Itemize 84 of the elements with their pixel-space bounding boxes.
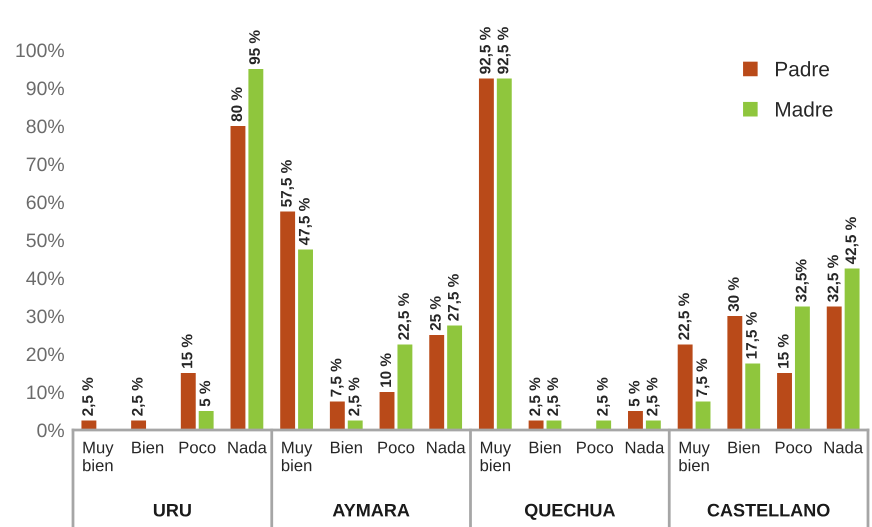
x-tick-label: Poco (577, 442, 614, 454)
x-tick-label: Muy bien (83, 442, 114, 472)
data-label: 5 % (628, 380, 640, 406)
bar (826, 306, 842, 430)
bar (727, 316, 742, 430)
y-tick-label: 80% (26, 119, 64, 134)
data-label: 7,5 % (330, 358, 344, 397)
legend-label: Padre (776, 61, 829, 76)
legend-label: Madre (776, 101, 832, 117)
x-tick-label: Muy bien (679, 442, 710, 472)
bar (777, 373, 792, 430)
bar (447, 326, 462, 430)
data-label: 27,5 % (448, 274, 461, 321)
data-label: 92,5 % (498, 27, 511, 74)
x-tick-label: Nada (228, 441, 267, 454)
data-label: 2,5 % (547, 378, 560, 416)
text: CASTELLANO (708, 504, 830, 517)
x-tick-label: Poco (180, 442, 216, 454)
data-label: 5 % (199, 380, 210, 406)
data-label: 47,5 % (298, 198, 312, 246)
data-label: 32,5 % (827, 255, 841, 302)
data-label: 42,5 % (845, 217, 858, 264)
x-tick-label: Bien (132, 441, 164, 454)
bar (397, 344, 412, 430)
y-tick-label: 40% (26, 271, 64, 286)
x-tick-label: Poco (776, 442, 812, 454)
bar (478, 78, 494, 430)
x-tick-label: Muy bien (282, 442, 312, 472)
data-label: 17,5 % (746, 312, 760, 358)
bar (678, 344, 693, 430)
y-tick-label: 70% (26, 157, 64, 172)
y-tick-label: 20% (26, 347, 64, 362)
bar (696, 402, 710, 430)
x-tick-label: Poco (378, 442, 414, 454)
x-tick-label: Bien (530, 441, 561, 454)
bar (330, 402, 345, 430)
data-label: 32,5% (796, 259, 809, 302)
data-label: 10 % (380, 353, 392, 387)
x-tick-label: Nada (824, 441, 864, 454)
data-label: 7,5 % (696, 358, 710, 397)
data-label: 2,5 % (132, 378, 145, 416)
bar (248, 69, 264, 430)
bar (230, 126, 246, 430)
bar (429, 335, 444, 430)
y-tick-label: 90% (26, 81, 64, 96)
data-label: 80 % (231, 87, 242, 122)
bar (380, 392, 394, 430)
text: AYMARA (332, 504, 410, 516)
bar (628, 411, 643, 430)
x-tick-label: Nada (427, 441, 466, 454)
text: QUECHUA (524, 504, 616, 520)
data-label: 2,5 % (82, 378, 96, 416)
data-label: 15 % (778, 334, 789, 368)
data-label: 2,5 % (646, 378, 660, 416)
bar (180, 373, 196, 430)
data-label: 95 % (249, 30, 260, 64)
data-label: 22,5 % (398, 293, 412, 340)
y-tick-label: 100% (16, 43, 64, 58)
bar (794, 306, 810, 430)
data-label: 2,5 % (596, 378, 610, 416)
x-tick-label: Bien (728, 441, 760, 454)
data-label: 2,5 % (529, 378, 542, 416)
bar (198, 411, 214, 430)
y-tick-label: 0% (37, 423, 64, 438)
data-label: 2,5 % (348, 378, 362, 416)
y-tick-label: 60% (26, 195, 64, 210)
x-tick-label: Nada (626, 441, 664, 454)
y-tick-label: 10% (27, 385, 64, 400)
data-label: 30 % (728, 277, 739, 312)
bar (496, 78, 512, 430)
bar (298, 250, 313, 430)
x-tick-label: Muy bien (480, 442, 512, 472)
bar (280, 212, 296, 430)
y-tick-label: 50% (26, 233, 64, 248)
data-label: 92,5 % (480, 27, 493, 74)
data-label: 22,5 % (678, 293, 692, 340)
y-tick-label: 30% (26, 309, 64, 324)
data-label: 57,5 % (280, 160, 294, 207)
bar (745, 364, 760, 430)
data-label: 15 % (182, 334, 192, 368)
data-label: 25 % (430, 296, 441, 330)
text: URU (154, 504, 191, 517)
x-tick-label: Bien (330, 441, 362, 454)
bar (844, 268, 860, 430)
